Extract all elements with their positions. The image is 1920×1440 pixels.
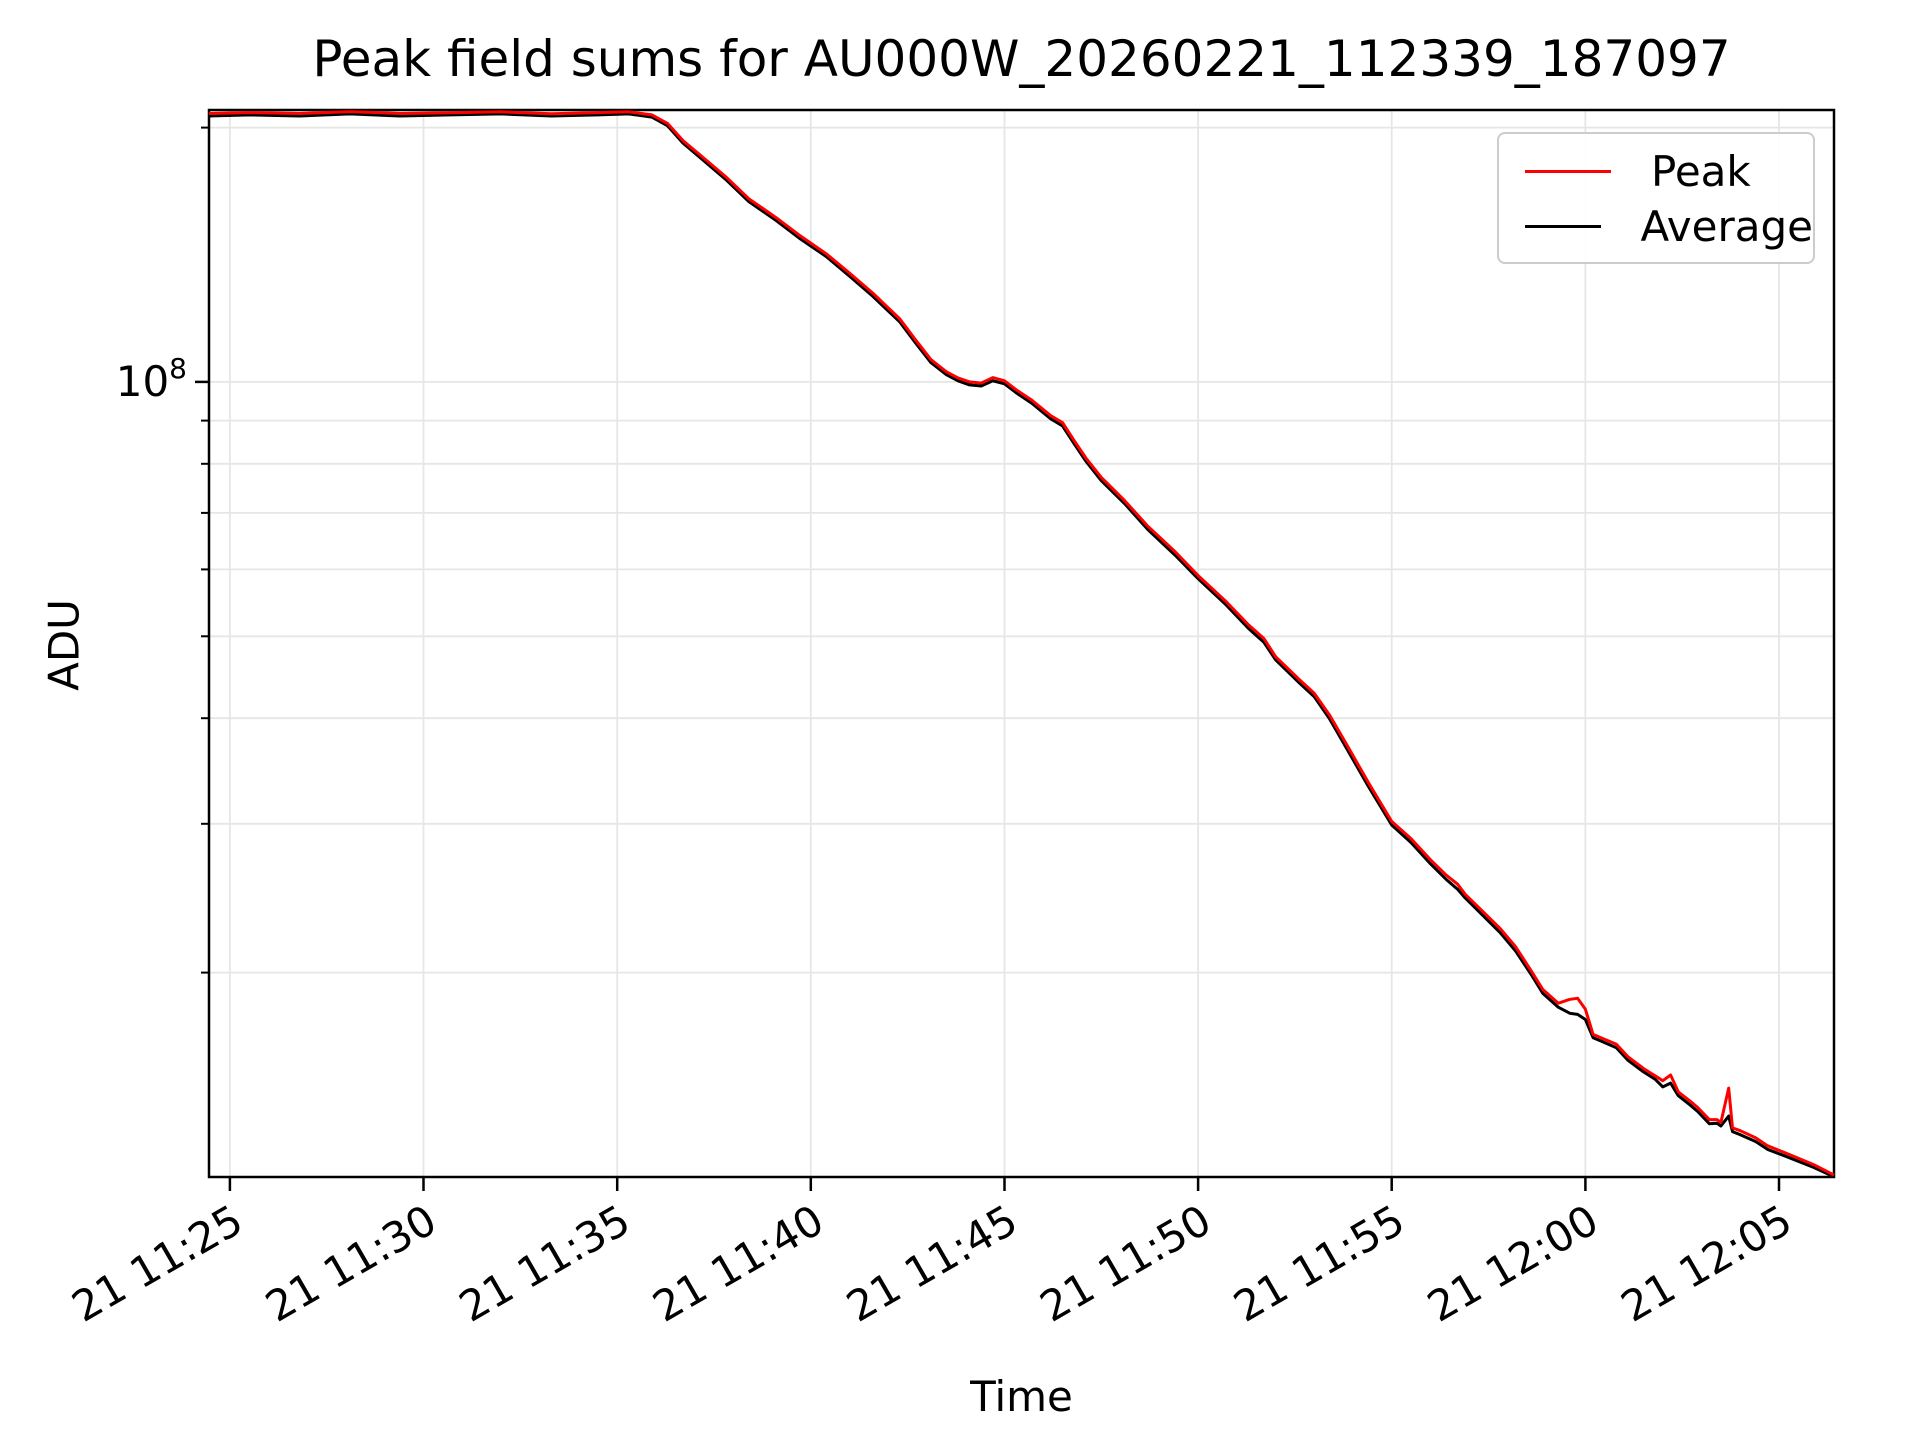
legend-item-peak: Peak — [1525, 144, 1813, 199]
legend-label-peak: Peak — [1651, 146, 1751, 196]
legend-label-average: Average — [1640, 201, 1813, 251]
x-tick-label: 21 11:25 — [64, 1195, 251, 1331]
x-tick-label: 21 12:05 — [1613, 1195, 1800, 1331]
x-tick-label: 21 12:00 — [1419, 1195, 1606, 1331]
average-line-sample-icon — [1525, 225, 1601, 228]
average-line — [208, 112, 1835, 1179]
chart-title: Peak field sums for AU000W_20260221_1123… — [312, 30, 1731, 88]
x-tick-label: 21 11:35 — [451, 1195, 638, 1331]
x-tick-label: 21 11:50 — [1032, 1195, 1219, 1331]
x-tick-label: 21 11:40 — [645, 1195, 832, 1331]
peak-line — [208, 110, 1835, 1177]
plot-frame — [207, 108, 1836, 1179]
y-tick-label: 108 — [116, 352, 187, 406]
x-tick-label: 21 11:30 — [257, 1195, 444, 1331]
legend: Peak Average — [1497, 132, 1815, 264]
x-tick-label: 21 11:55 — [1226, 1195, 1413, 1331]
x-tick-label: 21 11:45 — [838, 1195, 1025, 1331]
legend-item-average: Average — [1525, 199, 1813, 254]
peak-line-sample-icon — [1525, 170, 1611, 173]
x-axis-label: Time — [970, 1372, 1073, 1421]
